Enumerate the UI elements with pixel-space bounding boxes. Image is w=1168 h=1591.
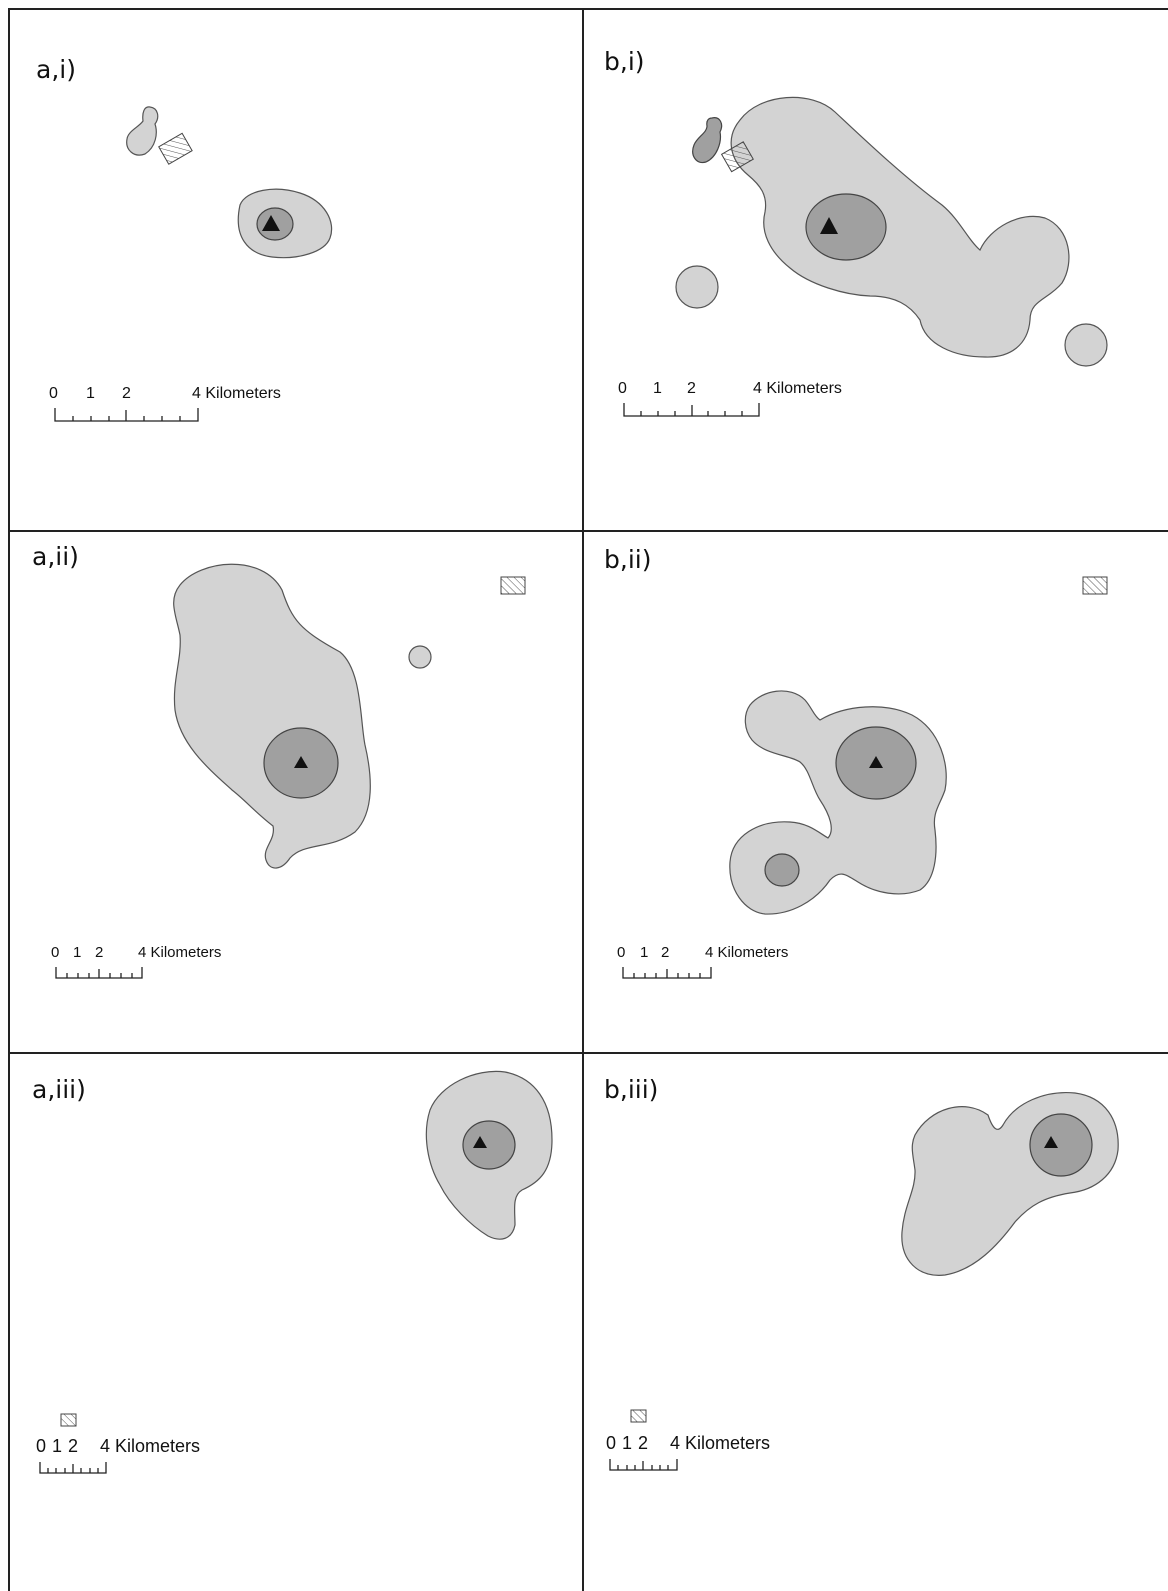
range-area-outer bbox=[1064, 323, 1108, 367]
panel-a-i: a,i) 0 1 2 4 Kilometers bbox=[36, 55, 333, 422]
hatched-rectangle-icon bbox=[60, 1413, 77, 1427]
scale-tick-label: 1 bbox=[640, 944, 648, 961]
scale-tick-label: 1 bbox=[86, 385, 95, 402]
scale-tick-label: 0 bbox=[36, 1436, 46, 1456]
panel-grid-lines bbox=[8, 8, 1168, 1591]
scale-tick-label: 2 bbox=[122, 385, 131, 402]
scale-tick-label: 0 bbox=[618, 380, 627, 397]
range-area-outer bbox=[408, 645, 432, 669]
range-area-core bbox=[692, 117, 723, 164]
hatched-rectangle-icon bbox=[720, 141, 754, 173]
panel-label: a,ii) bbox=[32, 542, 79, 571]
hatched-rectangle-icon bbox=[630, 1409, 647, 1423]
range-area-outer bbox=[126, 106, 159, 156]
scale-bar: 0 1 2 4 Kilometers bbox=[49, 385, 281, 422]
range-area-core bbox=[1029, 1113, 1093, 1177]
scale-bar: 0 1 2 4 Kilometers bbox=[606, 1433, 770, 1471]
scale-end-label: 4 Kilometers bbox=[753, 380, 842, 397]
scale-tick-label: 2 bbox=[638, 1433, 648, 1453]
panel-label: b,i) bbox=[604, 47, 645, 76]
scale-tick-label: 2 bbox=[95, 944, 103, 961]
triangle-icon bbox=[473, 1136, 487, 1148]
range-area-outer bbox=[173, 563, 371, 869]
hatched-rectangle-icon bbox=[500, 576, 526, 595]
panel-b-ii: b,ii) 0 1 2 4 Kilometers bbox=[604, 545, 1108, 979]
scale-end-label: 4 Kilometers bbox=[100, 1436, 200, 1456]
scale-bar: 0 1 2 4 Kilometers bbox=[51, 944, 221, 979]
scale-tick-label: 1 bbox=[52, 1436, 62, 1456]
range-area-outer bbox=[675, 265, 719, 309]
scale-end-label: 4 Kilometers bbox=[192, 385, 281, 402]
hatched-rectangle-icon bbox=[158, 132, 193, 165]
panel-label: b,ii) bbox=[604, 545, 651, 574]
scale-end-label: 4 Kilometers bbox=[138, 944, 221, 961]
scale-end-label: 4 Kilometers bbox=[670, 1433, 770, 1453]
panel-b-i: b,i) 0 1 2 4 Kilometers bbox=[604, 47, 1108, 417]
range-area-outer bbox=[729, 690, 947, 915]
scale-tick-label: 2 bbox=[687, 380, 696, 397]
scale-bar: 0 1 2 4 Kilometers bbox=[618, 380, 842, 417]
panel-a-ii: a,ii) 0 1 2 4 Kilometers bbox=[32, 542, 526, 979]
panel-b-iii: b,iii) 0 1 2 4 Kilometers bbox=[604, 1075, 1119, 1471]
scale-bar: 0 1 2 4 Kilometers bbox=[36, 1436, 200, 1474]
scale-bar: 0 1 2 4 Kilometers bbox=[617, 944, 788, 979]
triangle-icon bbox=[294, 756, 308, 768]
scale-tick-label: 1 bbox=[653, 380, 662, 397]
scale-tick-label: 2 bbox=[68, 1436, 78, 1456]
range-area-outer bbox=[901, 1091, 1119, 1276]
scale-tick-label: 2 bbox=[661, 944, 669, 961]
scale-end-label: 4 Kilometers bbox=[705, 944, 788, 961]
range-area-outer bbox=[730, 96, 1070, 358]
panel-label: a,i) bbox=[36, 55, 76, 84]
hatched-rectangle-icon bbox=[1082, 576, 1108, 595]
triangle-icon bbox=[820, 217, 838, 234]
triangle-icon bbox=[869, 756, 883, 768]
scale-tick-label: 0 bbox=[606, 1433, 616, 1453]
triangle-icon bbox=[1044, 1136, 1058, 1148]
scale-tick-label: 0 bbox=[51, 944, 59, 961]
scale-tick-label: 0 bbox=[49, 385, 58, 402]
scale-tick-label: 1 bbox=[73, 944, 81, 961]
range-area-core bbox=[462, 1120, 516, 1170]
scale-tick-label: 1 bbox=[622, 1433, 632, 1453]
scale-tick-label: 0 bbox=[617, 944, 625, 961]
range-area-core bbox=[764, 853, 800, 887]
range-area-core bbox=[805, 193, 887, 261]
panel-a-iii: a,iii) 0 1 2 4 Kilometers bbox=[32, 1070, 553, 1474]
triangle-icon bbox=[262, 215, 280, 231]
panel-label: a,iii) bbox=[32, 1075, 86, 1104]
panel-label: b,iii) bbox=[604, 1075, 658, 1104]
